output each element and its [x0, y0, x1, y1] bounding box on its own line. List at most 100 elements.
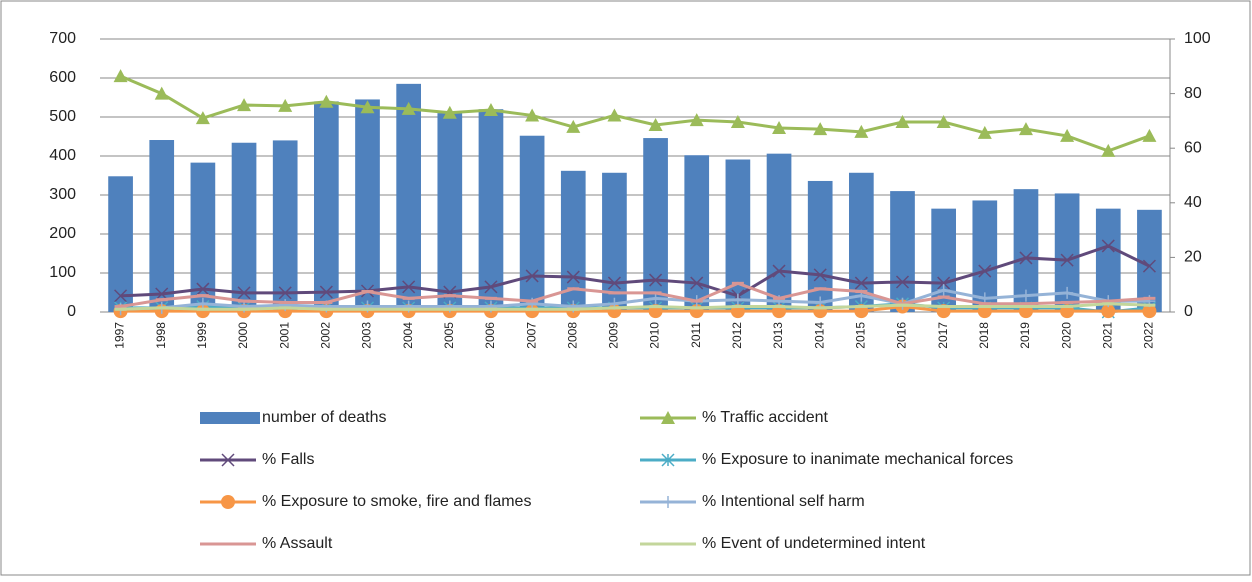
marker [525, 304, 540, 319]
line [120, 302, 1150, 311]
marker [690, 276, 704, 290]
legend-label: % Traffic accident [702, 409, 829, 426]
marker [566, 270, 580, 284]
bar [396, 83, 421, 312]
legend-label: % Exposure to inanimate mechanical force… [702, 451, 1013, 468]
marker [854, 124, 869, 138]
legend-label: % Exposure to smoke, fire and flames [262, 493, 531, 510]
marker [319, 285, 333, 299]
bar [807, 180, 833, 312]
marker [196, 282, 210, 296]
marker [1060, 253, 1074, 267]
marker [319, 94, 334, 108]
marker [1142, 304, 1157, 319]
marker [1142, 259, 1156, 273]
marker [1101, 239, 1115, 253]
marker [662, 496, 674, 508]
y-tick-label: 400 [49, 147, 76, 164]
x-tick-label: 2017 [936, 322, 950, 349]
marker [730, 114, 745, 128]
y-tick-label: 100 [49, 264, 76, 281]
line [120, 288, 1150, 311]
marker [1019, 251, 1033, 265]
marker [360, 100, 375, 114]
marker [772, 120, 787, 134]
marker [237, 286, 251, 300]
marker [221, 495, 235, 509]
marker [661, 411, 675, 424]
y-tick-label: 300 [49, 186, 76, 203]
x-tick-label: 2013 [771, 322, 785, 349]
marker [195, 111, 210, 125]
x-tick-label: 2002 [319, 322, 333, 349]
marker [1142, 128, 1157, 142]
marker [401, 101, 416, 115]
x-tick-label: 1998 [154, 322, 168, 349]
marker [484, 280, 498, 294]
x-tick-label: 2016 [895, 322, 909, 349]
y2-tick-label: 0 [1184, 303, 1193, 320]
marker [937, 276, 951, 290]
marker [813, 122, 828, 136]
marker [689, 113, 704, 127]
bar [478, 109, 504, 312]
marker [649, 273, 663, 287]
marker [1060, 128, 1075, 142]
marker [1018, 122, 1033, 136]
marker [278, 286, 292, 300]
marker [1061, 286, 1074, 299]
line [119, 74, 1150, 153]
x-tick-label: 2005 [442, 322, 456, 349]
marker [525, 269, 539, 283]
y-tick-label: 500 [49, 108, 76, 125]
marker [813, 268, 827, 282]
bar [890, 191, 915, 312]
bar [519, 135, 545, 312]
marker [854, 276, 868, 290]
x-tick-label: 2015 [854, 322, 868, 349]
x-tick-label: 2019 [1018, 322, 1032, 349]
marker [895, 114, 910, 128]
x-tick-label: 2018 [977, 322, 991, 349]
legend-swatch [200, 412, 260, 424]
marker [895, 275, 910, 289]
y-tick-label: 200 [49, 225, 76, 242]
x-tick-label: 2012 [730, 322, 744, 349]
x-tick-label: 2008 [565, 322, 579, 349]
legend-label: number of deaths [262, 409, 387, 426]
x-tick-label: 2006 [483, 322, 497, 349]
marker [566, 119, 581, 133]
bar [766, 153, 792, 312]
marker [731, 293, 744, 306]
bar [437, 113, 463, 312]
bar [849, 172, 874, 312]
bar [149, 140, 175, 312]
bar [314, 101, 339, 313]
marker [978, 264, 992, 278]
y2-tick-label: 20 [1184, 249, 1202, 266]
y-tick-label: 700 [49, 30, 76, 47]
marker [1101, 143, 1116, 157]
y2-tick-label: 40 [1184, 194, 1202, 211]
bar [684, 155, 710, 312]
marker [114, 289, 128, 303]
y-tick-label: 600 [49, 69, 76, 86]
marker [607, 276, 621, 290]
marker [483, 102, 498, 116]
x-tick-label: 2014 [812, 322, 826, 349]
bar [1095, 208, 1121, 312]
bar [272, 140, 298, 312]
marker [648, 117, 663, 131]
bar [602, 172, 627, 312]
x-tick-label: 2021 [1100, 322, 1114, 349]
x-tick-label: 2010 [648, 322, 662, 349]
marker [237, 98, 252, 112]
legend-label: % Event of undetermined intent [702, 535, 926, 552]
y-tick-label: 0 [67, 303, 76, 320]
x-tick-label: 1997 [113, 322, 127, 349]
marker [936, 114, 951, 128]
line [120, 281, 1150, 309]
x-tick-label: 2001 [277, 322, 291, 349]
marker [278, 98, 293, 112]
